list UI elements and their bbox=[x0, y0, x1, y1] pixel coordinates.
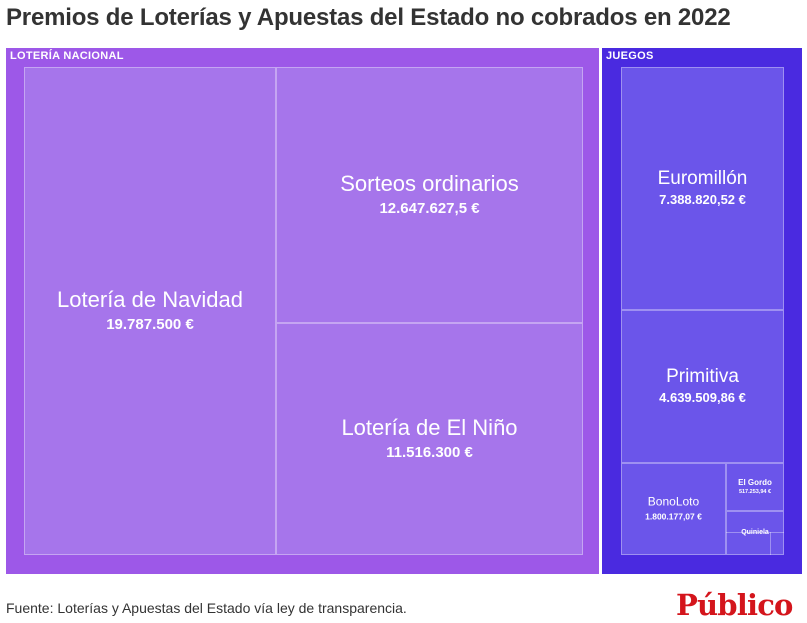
cell-value: 517.253,94 € bbox=[738, 489, 772, 496]
cell-divider bbox=[726, 532, 784, 533]
cell-value: 11.516.300 € bbox=[386, 444, 473, 462]
cell-el-gordo: El Gordo 517.253,94 € bbox=[726, 463, 784, 511]
cell-primitiva: Primitiva 4.639.509,86 € bbox=[621, 310, 784, 463]
cell-value: 7.388.820,52 € bbox=[659, 192, 746, 208]
cell-value: 19.787.500 € bbox=[106, 316, 194, 334]
cell-quiniela: Quiniela bbox=[726, 511, 784, 555]
source-note: Fuente: Loterías y Apuestas del Estado v… bbox=[6, 600, 407, 616]
cell-loteria-de-navidad: Lotería de Navidad 19.787.500 € bbox=[24, 67, 276, 555]
cell-name: Primitiva bbox=[666, 365, 739, 387]
cell-euromillon: Euromillón 7.388.820,52 € bbox=[621, 67, 784, 310]
cell-value: 4.639.509,86 € bbox=[659, 390, 746, 406]
cell-name: Lotería de El Niño bbox=[341, 415, 518, 441]
cell-name: BonoLoto bbox=[647, 494, 700, 509]
cell-name: Lotería de Navidad bbox=[57, 287, 243, 313]
cell-name: El Gordo bbox=[738, 477, 772, 487]
cell-bonoloto: BonoLoto 1.800.177,07 € bbox=[621, 463, 726, 555]
publico-logo: Público bbox=[676, 588, 793, 622]
cell-sorteos-ordinarios: Sorteos ordinarios 12.647.627,5 € bbox=[276, 67, 583, 323]
cell-divider bbox=[770, 532, 771, 555]
cell-value: 12.647.627,5 € bbox=[379, 200, 480, 218]
group-label: LOTERÍA NACIONAL bbox=[10, 50, 124, 62]
chart-title: Premios de Loterías y Apuestas del Estad… bbox=[6, 4, 731, 31]
cell-loteria-de-el-nino: Lotería de El Niño 11.516.300 € bbox=[276, 323, 583, 555]
group-label: JUEGOS bbox=[606, 50, 654, 62]
cell-name: Euromillón bbox=[657, 167, 748, 189]
cell-value: 1.800.177,07 € bbox=[645, 511, 702, 522]
cell-name: Quiniela bbox=[741, 528, 769, 536]
cell-name: Sorteos ordinarios bbox=[340, 171, 519, 197]
